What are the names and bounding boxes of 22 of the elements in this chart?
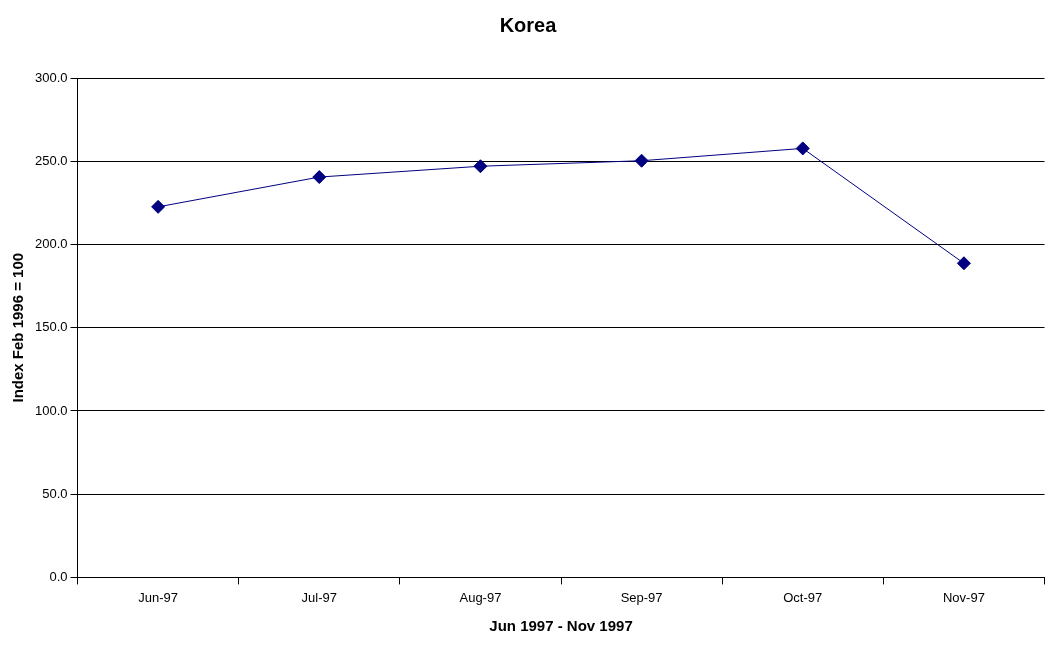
point <box>956 256 971 271</box>
x-tick-label: Oct-97 <box>783 589 823 605</box>
y-tick-label: 150.0 <box>34 319 68 335</box>
y-tick-label: 0.0 <box>49 568 68 584</box>
point <box>634 153 649 168</box>
x-tick-label: Nov-97 <box>942 589 985 605</box>
y-tick-label: 300.0 <box>34 69 68 85</box>
point <box>151 199 166 214</box>
point <box>312 170 327 185</box>
x-tick-label: Sep-97 <box>620 589 663 605</box>
y-tick-label: 200.0 <box>34 236 68 252</box>
point <box>473 159 488 174</box>
x-axis-title: Jun 1997 - Nov 1997 <box>489 617 633 635</box>
chart-title: Korea <box>499 13 558 36</box>
x-tick-label: Jul-97 <box>301 589 337 605</box>
y-tick-label: 250.0 <box>34 152 68 168</box>
x-tick-label: Jun-97 <box>138 589 178 605</box>
y-tick-label: 100.0 <box>34 402 68 418</box>
point <box>795 141 810 156</box>
x-tick-label: Aug-97 <box>459 589 502 605</box>
y-axis-title: Index Feb 1996 = 100 <box>9 252 27 403</box>
y-tick-label: 50.0 <box>42 485 68 501</box>
